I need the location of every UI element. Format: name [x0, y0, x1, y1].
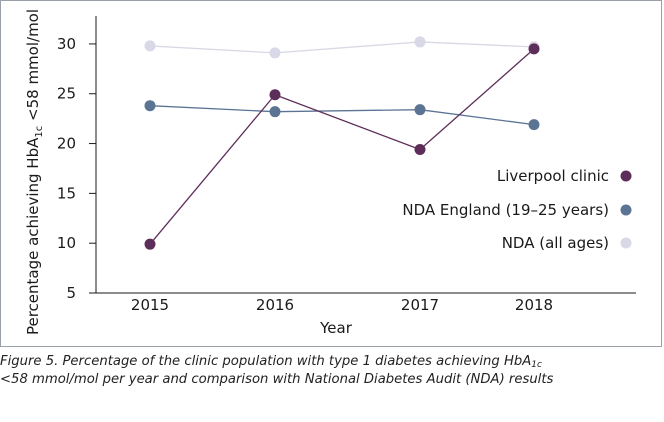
- chart-legend: Liverpool clinic NDA England (19–25 years…: [402, 167, 632, 252]
- caption-line-2: <58 mmol/mol per year and comparison wit…: [0, 372, 554, 387]
- y-axis-ticks: 5 10 15 20 25 30: [57, 35, 96, 302]
- series-points: [144, 36, 540, 250]
- y-tick-label: 5: [66, 284, 76, 302]
- chart-axes: [95, 16, 636, 294]
- y-tick-label: 15: [57, 184, 76, 202]
- data-point: [144, 40, 156, 52]
- y-tick-label: 25: [57, 85, 76, 103]
- data-point: [269, 106, 281, 118]
- data-point: [414, 36, 426, 48]
- data-point: [414, 144, 426, 156]
- data-point: [528, 119, 540, 131]
- data-point: [414, 104, 426, 116]
- x-tick-label: 2018: [515, 296, 553, 314]
- y-tick-label: 30: [57, 35, 76, 53]
- y-tick-label: 20: [57, 135, 76, 153]
- x-axis-ticks: 2015 2016 2017 2018: [131, 296, 553, 314]
- data-point: [144, 100, 156, 112]
- x-tick-label: 2015: [131, 296, 169, 314]
- x-axis-title: Year: [319, 319, 353, 337]
- series-line: [149, 41, 535, 54]
- data-point: [528, 43, 540, 55]
- y-axis-title: Percentage achieving HbA1c <58 mmol/mol: [24, 9, 45, 335]
- x-tick-label: 2016: [256, 296, 294, 314]
- x-tick-label: 2017: [401, 296, 439, 314]
- data-point: [269, 89, 281, 101]
- legend-label: NDA (all ages): [502, 234, 609, 252]
- data-point: [269, 47, 281, 59]
- line-chart: 5 10 15 20 25 30 2015 2016 2017 2018 Percentage …: [24, 9, 636, 337]
- legend-marker: [620, 237, 632, 249]
- y-tick-label: 10: [57, 234, 76, 252]
- series-lines: [149, 41, 535, 245]
- legend-marker: [620, 170, 632, 182]
- legend-label: NDA England (19–25 years): [402, 201, 609, 219]
- figure-caption: Figure 5. Percentage of the clinic popul…: [0, 353, 640, 389]
- legend-label: Liverpool clinic: [497, 167, 609, 185]
- series-line: [149, 105, 535, 126]
- figure-frame: [0, 0, 662, 347]
- series-line: [149, 48, 535, 245]
- legend-marker: [620, 204, 632, 216]
- data-point: [144, 238, 156, 250]
- caption-line-1: Figure 5. Percentage of the clinic popul…: [0, 354, 542, 370]
